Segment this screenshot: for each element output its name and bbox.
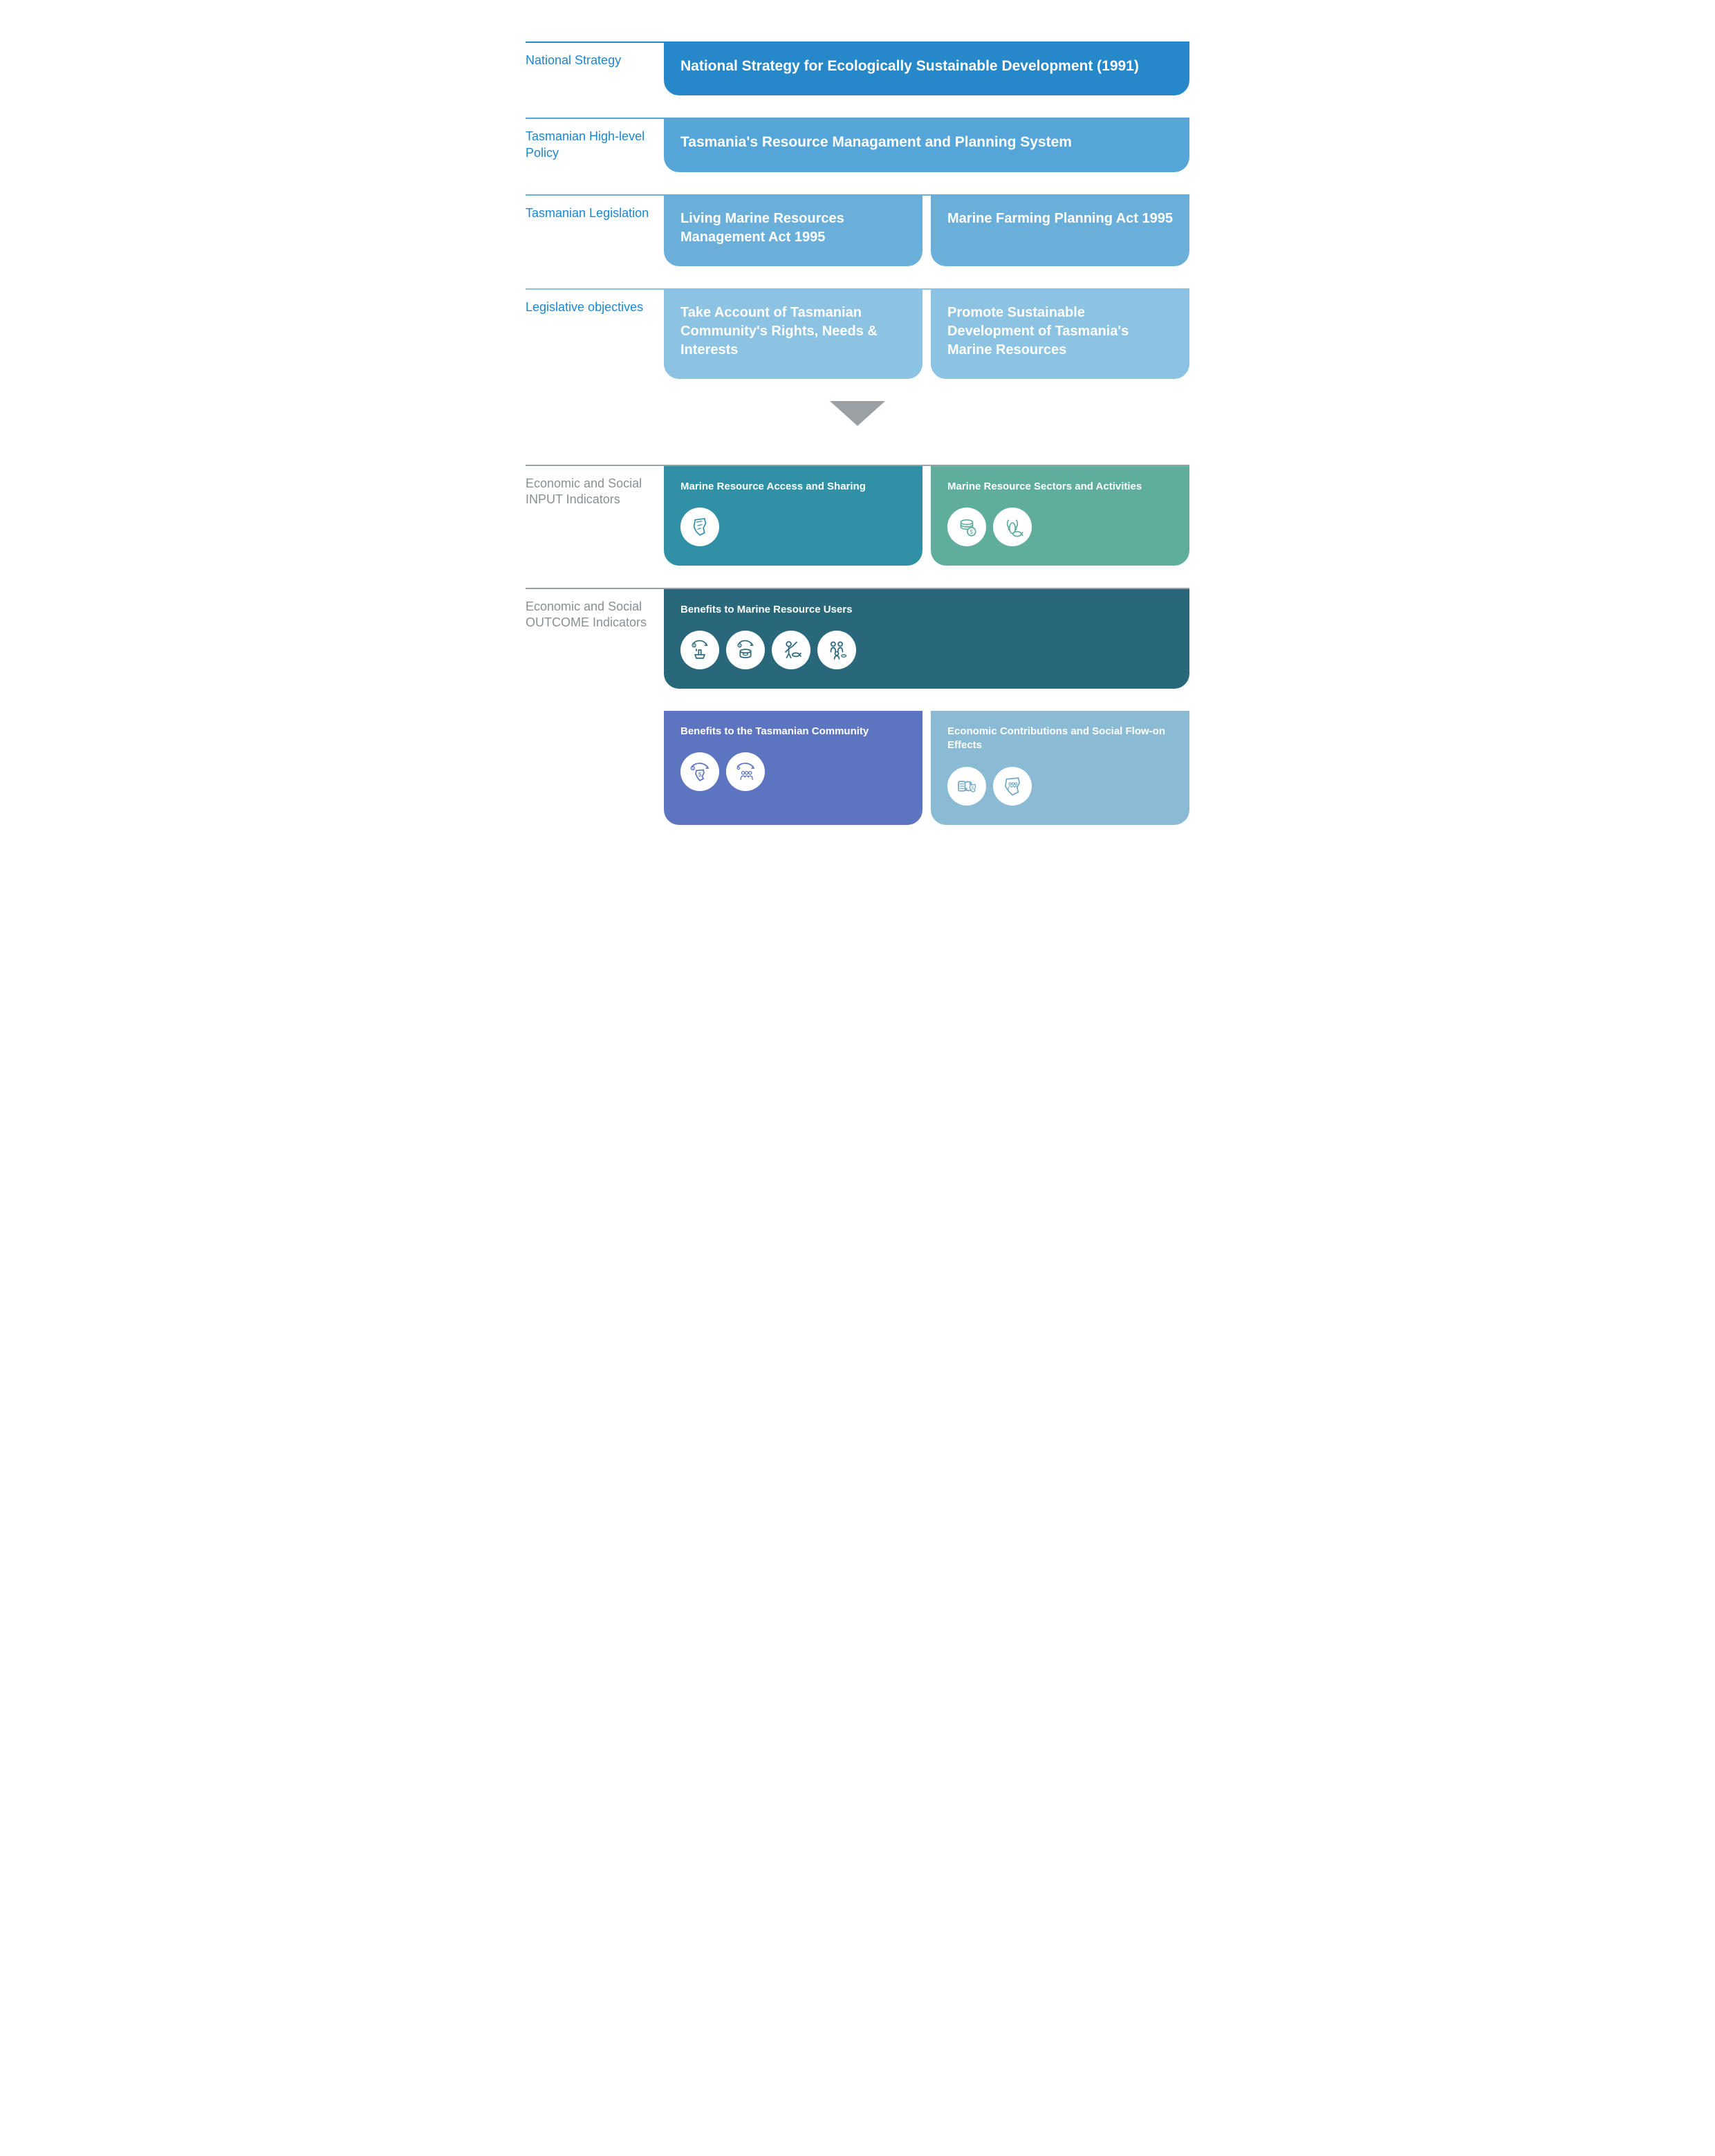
content-outcome-2: Benefits to the Tasmanian Community $ $ bbox=[664, 711, 1189, 825]
block-outcome-2-right: Economic Contributions and Social Flow-o… bbox=[931, 711, 1189, 825]
content-policy: Tasmania's Resource Managament and Plann… bbox=[664, 119, 1189, 171]
icon-row-input-left bbox=[680, 508, 906, 546]
title-national-strategy: National Strategy for Ecologically Susta… bbox=[680, 57, 1173, 76]
row-objectives: Legislative objectives Take Account of T… bbox=[526, 288, 1189, 379]
content-outcome-1: Benefits to Marine Resource Users $ bbox=[664, 589, 1189, 689]
svg-text:$: $ bbox=[698, 771, 702, 778]
label-outcome-2-spacer bbox=[526, 711, 664, 825]
tasmania-dollar-cycle-icon: $ $ bbox=[680, 752, 719, 791]
icon-row-outcome-1: $ $ bbox=[680, 631, 1173, 669]
title-outcome-1: Benefits to Marine Resource Users bbox=[680, 603, 1173, 617]
title-legislation-right: Marine Farming Planning Act 1995 bbox=[947, 210, 1173, 228]
content-national-strategy: National Strategy for Ecologically Susta… bbox=[664, 43, 1189, 95]
svg-text:$: $ bbox=[972, 786, 974, 790]
title-input-left: Marine Resource Access and Sharing bbox=[680, 480, 906, 494]
content-objectives: Take Account of Tasmanian Community's Ri… bbox=[664, 290, 1189, 379]
economic-exchange-icon: $ bbox=[947, 767, 986, 806]
title-objectives-right: Promote Sustainable Development of Tasma… bbox=[947, 304, 1173, 360]
arrow-down-icon bbox=[830, 401, 885, 426]
policy-hierarchy-diagram: National Strategy National Strategy for … bbox=[526, 41, 1189, 825]
seafood-lobster-fish-icon bbox=[993, 508, 1032, 546]
label-input-indicators: Economic and Social INPUT Indicators bbox=[526, 466, 664, 566]
community-people-cycle-icon bbox=[726, 752, 765, 791]
title-outcome-2-left: Benefits to the Tasmanian Community bbox=[680, 725, 906, 738]
arrow-down-wrap bbox=[526, 401, 1189, 426]
content-input-indicators: Marine Resource Access and Sharing Marin… bbox=[664, 466, 1189, 566]
label-outcome: Economic and Social OUTCOME Indicators bbox=[526, 589, 664, 689]
row-policy: Tasmanian High-level Policy Tasmania's R… bbox=[526, 118, 1189, 171]
tasmania-community-icon bbox=[993, 767, 1032, 806]
block-outcome-2-left: Benefits to the Tasmanian Community $ $ bbox=[664, 711, 923, 825]
row-national-strategy: National Strategy National Strategy for … bbox=[526, 41, 1189, 95]
block-legislation-left: Living Marine Resources Management Act 1… bbox=[664, 196, 923, 266]
svg-text:$: $ bbox=[692, 768, 694, 772]
title-legislation-left: Living Marine Resources Management Act 1… bbox=[680, 210, 906, 247]
title-outcome-2-right: Economic Contributions and Social Flow-o… bbox=[947, 725, 1173, 753]
icon-row-input-right: $ bbox=[947, 508, 1173, 546]
map-tasmania-icon bbox=[680, 508, 719, 546]
block-policy: Tasmania's Resource Managament and Plann… bbox=[664, 119, 1189, 171]
label-legislation: Tasmanian Legislation bbox=[526, 196, 664, 266]
svg-text:$: $ bbox=[739, 644, 741, 649]
coins-dollar-icon: $ bbox=[947, 508, 986, 546]
block-outcome-1: Benefits to Marine Resource Users $ bbox=[664, 589, 1189, 689]
block-input-right: Marine Resource Sectors and Activities $ bbox=[931, 466, 1189, 566]
block-objectives-left: Take Account of Tasmanian Community's Ri… bbox=[664, 290, 923, 379]
family-group-icon bbox=[817, 631, 856, 669]
recreational-fisher-icon bbox=[772, 631, 810, 669]
svg-text:$: $ bbox=[970, 528, 973, 535]
content-legislation: Living Marine Resources Management Act 1… bbox=[664, 196, 1189, 266]
aquaculture-tank-cycle-icon: $ bbox=[726, 631, 765, 669]
label-national-strategy: National Strategy bbox=[526, 43, 664, 95]
icon-row-outcome-2-left: $ $ bbox=[680, 752, 906, 791]
block-objectives-right: Promote Sustainable Development of Tasma… bbox=[931, 290, 1189, 379]
row-input-indicators: Economic and Social INPUT Indicators Mar… bbox=[526, 465, 1189, 566]
row-legislation: Tasmanian Legislation Living Marine Reso… bbox=[526, 194, 1189, 266]
label-objectives: Legislative objectives bbox=[526, 290, 664, 379]
title-policy: Tasmania's Resource Managament and Plann… bbox=[680, 133, 1173, 152]
block-national-strategy: National Strategy for Ecologically Susta… bbox=[664, 43, 1189, 95]
title-objectives-left: Take Account of Tasmanian Community's Ri… bbox=[680, 304, 906, 360]
svg-text:$: $ bbox=[693, 644, 695, 649]
fishing-boat-cycle-icon: $ bbox=[680, 631, 719, 669]
row-outcome-1: Economic and Social OUTCOME Indicators B… bbox=[526, 588, 1189, 689]
title-input-right: Marine Resource Sectors and Activities bbox=[947, 480, 1173, 494]
block-input-left: Marine Resource Access and Sharing bbox=[664, 466, 923, 566]
spacer bbox=[526, 443, 1189, 465]
row-outcome-2: Benefits to the Tasmanian Community $ $ bbox=[526, 711, 1189, 825]
label-policy: Tasmanian High-level Policy bbox=[526, 119, 664, 171]
icon-row-outcome-2-right: $ bbox=[947, 767, 1173, 806]
block-legislation-right: Marine Farming Planning Act 1995 bbox=[931, 196, 1189, 266]
